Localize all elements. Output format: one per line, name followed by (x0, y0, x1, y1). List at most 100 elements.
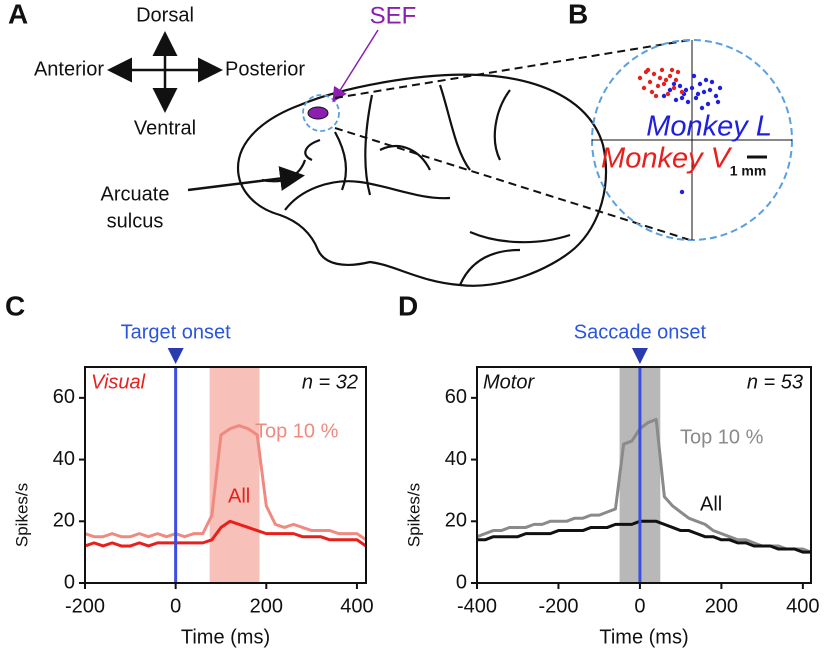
site-dot (657, 75, 663, 81)
site-dot (707, 87, 713, 93)
event-label: Saccade onset (574, 321, 707, 343)
site-dot (645, 67, 651, 73)
series-line (477, 519, 811, 554)
site-dot (713, 93, 719, 99)
legend-label: Monkey L (646, 111, 772, 143)
y-tick-label: 60 (445, 386, 467, 408)
series-label: All (700, 493, 722, 515)
site-dot (641, 85, 647, 91)
y-axis-label: Spikes/s (404, 483, 423, 547)
highlight (209, 367, 260, 583)
arcuate-pointer (187, 166, 305, 192)
site-dot (663, 77, 669, 83)
plot-frame (84, 366, 367, 584)
series-label: Top 10 % (255, 420, 339, 442)
site-dot (655, 83, 661, 89)
panel-label: B (568, 0, 588, 29)
site-dot (653, 93, 659, 99)
zoom-lines (334, 39, 691, 241)
x-tick-label: -200 (65, 595, 105, 617)
x-axis-label: Time (ms) (599, 626, 688, 648)
site-dot (671, 81, 677, 87)
event-marker (631, 348, 648, 364)
site-dot (673, 97, 679, 103)
n-label: n = 32 (302, 371, 358, 393)
site-dot (699, 105, 705, 111)
site-dot (677, 83, 683, 89)
zoom-circle (302, 94, 340, 132)
x-tick-label: 200 (250, 595, 283, 617)
x-tick-label: 400 (340, 595, 373, 617)
arcuate-label: Arcuate (101, 183, 170, 205)
series-line (476, 417, 812, 554)
site-dot (675, 69, 681, 75)
direction-label: Anterior (34, 58, 104, 80)
panel-label: C (5, 290, 25, 321)
panel-label: D (398, 290, 418, 321)
site-dot (717, 85, 723, 91)
y-tick-label: 0 (64, 571, 75, 593)
condition-label: Motor (483, 371, 535, 393)
scale-label: 1 mm (730, 163, 767, 179)
sef-pointer (332, 29, 379, 103)
event-marker (167, 348, 184, 364)
y-tick-label: 20 (53, 510, 75, 532)
site-dot (671, 85, 677, 91)
series-label: All (228, 485, 250, 507)
y-axis-label: Spikes/s (12, 483, 31, 547)
site-dot (701, 89, 707, 95)
x-tick-label: 0 (170, 595, 181, 617)
brain-outline (236, 73, 607, 287)
arcuate-label: sulcus (107, 210, 164, 232)
site-dot (697, 81, 703, 87)
y-tick-label: 20 (445, 510, 467, 532)
legend-label: Monkey V (601, 143, 733, 175)
series-line (84, 519, 367, 548)
sef-location (307, 106, 329, 120)
y-tick-label: 60 (53, 386, 75, 408)
site-dot (665, 91, 671, 97)
site-dot (693, 95, 699, 101)
site-dot (679, 189, 685, 195)
site-dot (651, 71, 657, 77)
site-dot (709, 79, 715, 85)
site-dot (685, 99, 691, 105)
site-dot (703, 77, 709, 83)
site-dot (661, 81, 667, 87)
plot-frame (476, 366, 812, 584)
y-tick-label: 0 (456, 571, 467, 593)
series-line (84, 424, 367, 542)
direction-label: Posterior (225, 58, 305, 80)
direction-cross (107, 31, 223, 113)
site-dot (659, 67, 665, 73)
site-dot (637, 75, 643, 81)
site-dot (695, 91, 701, 97)
site-dot (647, 79, 653, 85)
site-dot (679, 95, 685, 101)
site-dot (715, 99, 721, 105)
site-dot (667, 87, 673, 93)
direction-label: Dorsal (136, 4, 194, 26)
sef-label: SEF (370, 2, 417, 29)
condition-label: Visual (91, 371, 146, 393)
x-tick-label: -400 (457, 595, 497, 617)
site-dot (689, 85, 695, 91)
y-tick-label: 40 (445, 448, 467, 470)
y-tick-label: 40 (53, 448, 75, 470)
site-dot (683, 87, 689, 93)
panel-label: A (8, 0, 28, 29)
x-tick-label: 400 (786, 595, 819, 617)
site-dot (649, 89, 655, 95)
site-dot (669, 67, 675, 73)
site-dot (679, 89, 685, 95)
site-dot (705, 101, 711, 107)
x-tick-label: 200 (705, 595, 738, 617)
site-dot (673, 77, 679, 83)
direction-label: Ventral (134, 117, 196, 139)
n-label: n = 53 (747, 371, 803, 393)
x-tick-label: 0 (634, 595, 645, 617)
site-dot (667, 73, 673, 79)
x-axis-label: Time (ms) (181, 626, 270, 648)
